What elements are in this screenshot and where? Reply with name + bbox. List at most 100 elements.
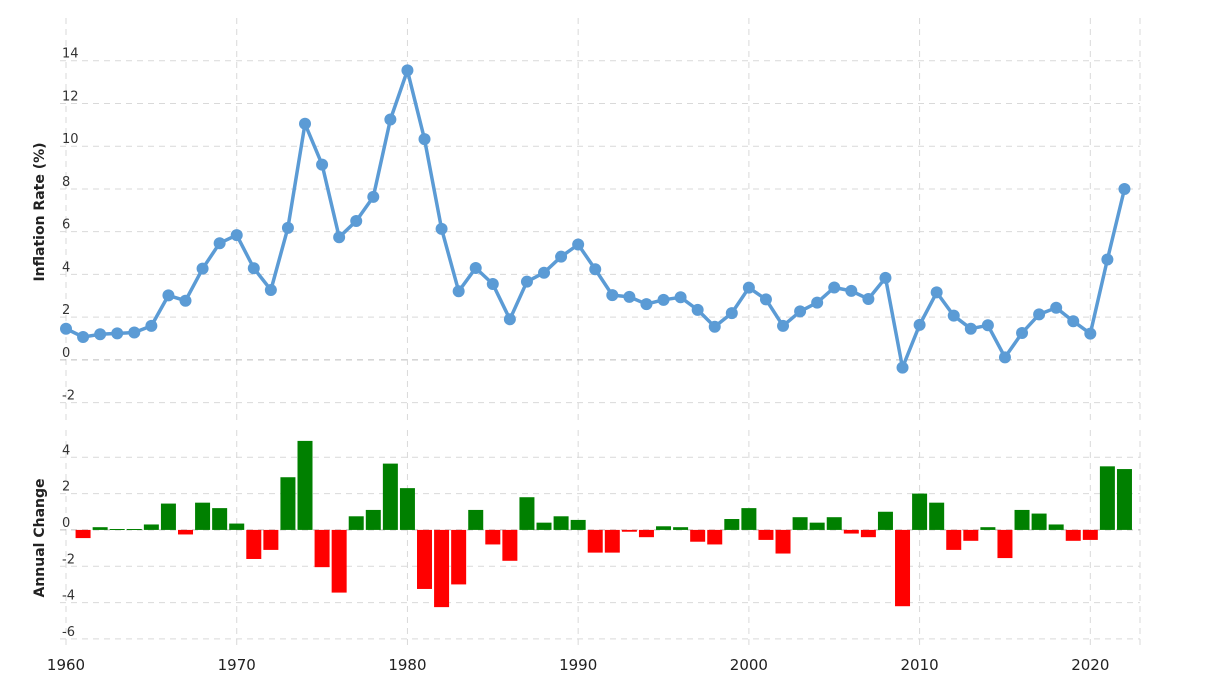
annual-change-bar — [621, 529, 637, 532]
inflation-rate-point — [486, 278, 499, 291]
inflation-rate-point — [1050, 301, 1063, 314]
y-tick-label: 8 — [62, 175, 70, 190]
annual-change-bar — [195, 502, 211, 530]
annual-change-bar — [963, 529, 979, 541]
inflation-rate-point — [913, 318, 926, 331]
y-tick-label: 4 — [62, 260, 70, 275]
inflation-panel-grid — [60, 18, 1141, 424]
inflation-rate-point — [759, 293, 772, 306]
annual-change-bar — [519, 497, 535, 530]
annual-change-bar — [485, 529, 501, 545]
inflation-rate-point — [1067, 315, 1080, 328]
inflation-rate-point — [1033, 308, 1046, 321]
inflation-rate-point — [538, 266, 551, 279]
inflation-rate-point — [145, 319, 158, 332]
annual-change-bar — [1099, 466, 1115, 530]
inflation-rate-point — [350, 215, 363, 227]
inflation-rate-point — [998, 351, 1011, 364]
x-tick-label: 2000 — [730, 656, 768, 674]
inflation-rate-point — [179, 294, 192, 307]
inflation-rate-point — [469, 262, 482, 275]
inflation-rate-point — [879, 271, 892, 284]
inflation-rate-point — [128, 326, 141, 339]
inflation-rate-point — [964, 322, 977, 335]
annual-change-bar — [912, 493, 928, 530]
inflation-rate-point — [520, 275, 533, 288]
y-tick-label: 6 — [62, 218, 70, 233]
annual-change-bar — [809, 522, 825, 530]
inflation-rate-line — [65, 68, 1127, 370]
inflation-rate-point — [845, 284, 858, 297]
inflation-axis-title: Inflation Rate (%) — [32, 142, 48, 281]
annual-change-bar — [570, 519, 586, 530]
annual-change-bar — [843, 529, 859, 534]
annual-change-bar — [860, 529, 876, 538]
annual-change-bar — [826, 517, 842, 530]
inflation-rate-point — [247, 262, 260, 275]
inflation-rate-point — [811, 296, 824, 309]
annual-change-bar — [1048, 524, 1064, 530]
y-tick-label: 0 — [62, 346, 70, 361]
y-tick-label: 4 — [62, 443, 70, 458]
inflation-rate-point — [981, 319, 994, 332]
y-tick-label: -4 — [62, 589, 75, 604]
inflation-rate-point — [1118, 182, 1131, 195]
annual-change-bar — [553, 516, 569, 530]
inflation-rate-point — [1016, 326, 1029, 339]
annual-change-bar — [1116, 469, 1132, 530]
inflation-rate-point — [555, 250, 568, 263]
inflation-rate-point — [930, 286, 943, 299]
axis-tick-labels: -2 0 2 4 6 8 10 12 14 -6 -4 -2 0 2 4 1960 1970 1980 1990 20… — [47, 47, 1110, 674]
annual-change-bar — [877, 511, 893, 530]
annual-change-bar — [280, 477, 296, 530]
x-tick-label: 1970 — [218, 656, 256, 674]
annual-change-bar — [690, 529, 706, 542]
annual-change-bar — [741, 508, 757, 530]
inflation-rate-point — [589, 263, 602, 276]
inflation-rate-point — [623, 290, 636, 303]
inflation-rate-point — [264, 284, 277, 297]
y-tick-label: 14 — [62, 47, 79, 62]
annual-change-bar — [656, 526, 672, 530]
inflation-rate-point — [452, 285, 465, 298]
annual-change-bar — [929, 502, 945, 530]
annual-change-bar — [1031, 513, 1047, 530]
inflation-rate-point — [640, 298, 653, 311]
y-tick-label: 0 — [62, 516, 70, 531]
inflation-rate-point — [401, 64, 414, 77]
annual-change-bar — [229, 523, 245, 530]
y-tick-label: 10 — [62, 132, 79, 147]
annual-change-bars — [75, 440, 1132, 608]
inflation-rate-point — [162, 289, 175, 302]
annual-change-bar — [946, 529, 962, 550]
annual-change-bar — [92, 527, 108, 530]
inflation-rate-point — [674, 291, 687, 304]
inflation-rate-point — [316, 158, 329, 171]
inflation-rate-point — [691, 303, 704, 316]
inflation-rate-point — [725, 307, 738, 320]
inflation-rate-point — [503, 313, 516, 326]
x-tick-label: 2020 — [1071, 656, 1109, 674]
inflation-rate-point — [1084, 327, 1097, 340]
inflation-rate-point — [606, 289, 619, 302]
annual-change-bar — [1065, 529, 1081, 541]
inflation-rate-point — [777, 319, 790, 332]
annual-change-bar — [1014, 509, 1030, 530]
inflation-rate-point — [94, 328, 107, 341]
inflation-rate-point — [77, 331, 90, 344]
annual-change-bar — [126, 529, 142, 531]
x-tick-label: 1960 — [47, 656, 85, 674]
annual-change-bar — [263, 529, 279, 550]
inflation-rate-point — [111, 327, 124, 340]
annual-change-bar — [314, 529, 330, 568]
annual-change-bar — [895, 529, 911, 607]
annual-change-bar — [758, 529, 774, 540]
annual-change-bar — [468, 509, 484, 530]
inflation-rate-point — [947, 309, 960, 322]
annual-change-bar — [792, 517, 808, 530]
inflation-rate-point — [862, 292, 875, 305]
annual-change-bar — [348, 516, 364, 530]
y-tick-label: 2 — [62, 480, 70, 495]
annual-change-panel-grid — [60, 430, 1141, 648]
annual-change-bar — [160, 503, 176, 530]
